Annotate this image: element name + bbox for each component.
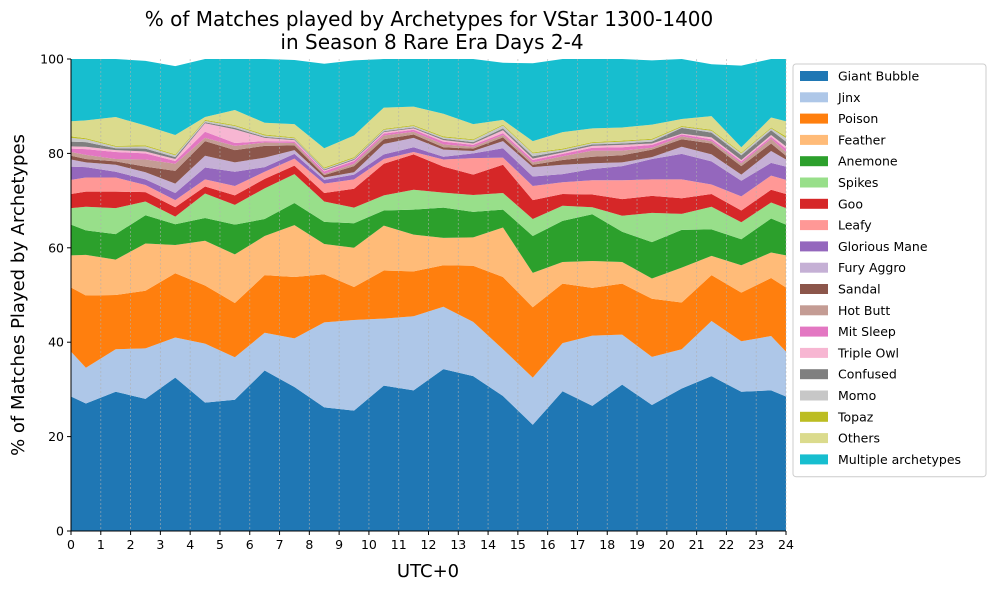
legend-label: Goo bbox=[838, 196, 863, 211]
x-tick-label: 2 bbox=[127, 537, 135, 552]
y-tick-label: 80 bbox=[48, 146, 64, 161]
x-tick-label: 15 bbox=[510, 537, 526, 552]
legend-label: Mit Sleep bbox=[838, 324, 896, 339]
y-tick-label: 40 bbox=[48, 335, 64, 350]
x-tick-label: 24 bbox=[778, 537, 794, 552]
legend-label: Anemone bbox=[838, 154, 898, 169]
legend-label: Jinx bbox=[837, 90, 860, 105]
legend-swatch bbox=[800, 326, 828, 337]
area-series-2 bbox=[71, 265, 786, 378]
x-tick-label: 13 bbox=[450, 537, 466, 552]
x-tick-label: 0 bbox=[67, 537, 75, 552]
legend-swatch bbox=[800, 177, 828, 188]
legend-swatch bbox=[800, 262, 828, 273]
area-series-3 bbox=[71, 225, 786, 308]
x-tick-label: 21 bbox=[689, 537, 705, 552]
y-tick-label: 60 bbox=[48, 240, 64, 255]
legend-swatch bbox=[800, 156, 828, 167]
x-tick-label: 7 bbox=[276, 537, 284, 552]
x-ticks: 0 1 2 3 4 5 6 7 8 9 10 11 12 13 14 15 16 17 18 19 20 21 22 23 24 bbox=[67, 531, 794, 552]
x-tick-label: 14 bbox=[480, 537, 496, 552]
legend-label: Feather bbox=[838, 132, 886, 147]
legend-label: Others bbox=[838, 431, 880, 446]
legend-swatch bbox=[800, 92, 828, 103]
legend-swatch bbox=[800, 220, 828, 231]
x-tick-label: 8 bbox=[305, 537, 313, 552]
y-axis-label: % of Matches Played by Archetypes bbox=[8, 134, 29, 456]
legend-label: Confused bbox=[838, 367, 897, 382]
x-tick-label: 4 bbox=[186, 537, 194, 552]
y-tick-label: 0 bbox=[56, 524, 64, 539]
legend-label: Giant Bubble bbox=[838, 69, 919, 84]
chart-title: % of Matches played by Archetypes for VS… bbox=[145, 7, 714, 54]
x-tick-label: 3 bbox=[156, 537, 164, 552]
legend-label: Poison bbox=[838, 111, 878, 126]
legend-label: Spikes bbox=[838, 175, 878, 190]
legend-swatch bbox=[800, 134, 828, 145]
area-series-8 bbox=[71, 147, 786, 201]
legend-label: Leafy bbox=[838, 218, 872, 233]
legend-swatch bbox=[800, 305, 828, 316]
area-series-17 bbox=[71, 106, 786, 168]
legend-label: Fury Aggro bbox=[838, 260, 906, 275]
legend-frame bbox=[792, 63, 987, 478]
y-ticks: 0 20 40 60 80 100 bbox=[40, 52, 71, 539]
legend-swatch bbox=[800, 284, 828, 294]
legend-swatch bbox=[800, 241, 828, 252]
legend-swatch bbox=[800, 411, 828, 422]
legend-label: Momo bbox=[838, 388, 876, 403]
legend-swatch bbox=[800, 390, 828, 401]
y-tick-label: 100 bbox=[40, 52, 64, 67]
x-axis-label: UTC+0 bbox=[397, 561, 459, 582]
area-series-0 bbox=[71, 369, 786, 531]
legend-swatch bbox=[800, 198, 828, 209]
legend-swatch bbox=[800, 71, 828, 81]
x-tick-label: 16 bbox=[540, 537, 556, 552]
x-tick-label: 1 bbox=[97, 537, 105, 552]
legend-label: Sandal bbox=[838, 282, 881, 297]
legend-swatch bbox=[800, 347, 828, 358]
legend-swatch bbox=[800, 454, 828, 465]
x-tick-label: 12 bbox=[421, 537, 437, 552]
x-tick-label: 19 bbox=[629, 537, 645, 552]
legend-swatch bbox=[800, 369, 828, 380]
x-tick-label: 10 bbox=[361, 537, 377, 552]
x-tick-label: 20 bbox=[659, 537, 675, 552]
x-tick-label: 22 bbox=[718, 537, 734, 552]
y-tick-label: 20 bbox=[48, 429, 64, 444]
legend-label: Multiple archetypes bbox=[838, 452, 961, 467]
legend: Giant Bubble Jinx Poison Feather Anemone Spik… bbox=[792, 63, 987, 478]
legend-label: Glorious Mane bbox=[838, 239, 928, 254]
x-tick-label: 23 bbox=[748, 537, 764, 552]
legend-label: Topaz bbox=[837, 409, 874, 424]
legend-swatch bbox=[800, 113, 828, 124]
legend-label: Hot Butt bbox=[838, 303, 890, 318]
x-tick-label: 17 bbox=[570, 537, 586, 552]
x-tick-label: 6 bbox=[246, 537, 254, 552]
legend-label: Triple Owl bbox=[837, 345, 899, 360]
x-tick-label: 11 bbox=[391, 537, 407, 552]
chart-title-line-2: in Season 8 Rare Era Days 2-4 bbox=[280, 30, 583, 54]
chart-title-line-1: % of Matches played by Archetypes for VS… bbox=[145, 7, 714, 31]
x-tick-label: 18 bbox=[599, 537, 615, 552]
legend-swatch bbox=[800, 433, 828, 444]
x-tick-label: 9 bbox=[335, 537, 343, 552]
x-tick-label: 5 bbox=[216, 537, 224, 552]
